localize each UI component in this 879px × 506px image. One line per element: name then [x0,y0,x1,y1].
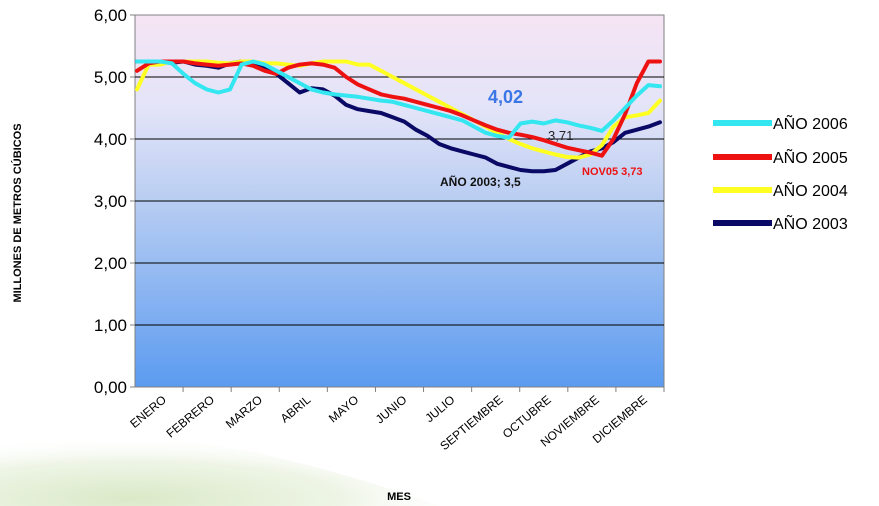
y-tick-label: 3,00 [94,192,127,211]
legend-label-2004: AÑO 2004 [773,180,848,200]
legend: AÑO 2006 AÑO 2005 AÑO 2004 AÑO 2003 [713,113,848,233]
legend-item-2004: AÑO 2004 [713,180,848,200]
y-axis: 0,00 1,00 2,00 3,00 4,00 5,00 6,00 [94,6,135,397]
x-tick-label: MARZO [223,393,265,432]
series-line-2006 [135,59,662,140]
grid-lines [135,76,664,326]
x-tick-label: ENERO [127,393,169,431]
annotation-2006-value: 4,02 [488,87,523,107]
series-line-2004 [135,59,662,160]
x-tick-label: MAYO [326,393,361,426]
background-leaf [0,428,440,506]
x-tick-label: FEBRERO [164,393,217,441]
x-axis-title: MES [387,491,411,503]
x-tick-label: JUNIO [373,393,410,427]
y-axis-title: MILLONES DE METROS CÚBICOS [11,123,24,302]
legend-item-2005: AÑO 2005 [713,147,848,167]
y-tick-label: 4,00 [94,130,127,149]
x-tick-label: ABRIL [278,392,314,425]
x-tick-label: JULIO [422,393,457,426]
y-tick-label: 6,00 [94,6,127,25]
series-lines [135,59,662,174]
legend-label-2006: AÑO 2006 [773,113,848,133]
y-tick-label: 5,00 [94,68,127,87]
y-tick-label: 1,00 [94,316,127,335]
annotation-2005-value: NOV05 3,73 [582,166,643,178]
annotation-2003-value: AÑO 2003; 3,5 [440,174,521,189]
series-line-2005 [135,59,662,158]
y-tick-label: 0,00 [94,378,127,397]
legend-item-2003: AÑO 2003 [713,213,848,233]
legend-label-2003: AÑO 2003 [773,213,848,233]
annotation-2004-value: 3,71 [548,128,573,143]
legend-label-2005: AÑO 2005 [773,147,848,167]
y-tick-label: 2,00 [94,254,127,273]
legend-item-2006: AÑO 2006 [713,113,848,133]
